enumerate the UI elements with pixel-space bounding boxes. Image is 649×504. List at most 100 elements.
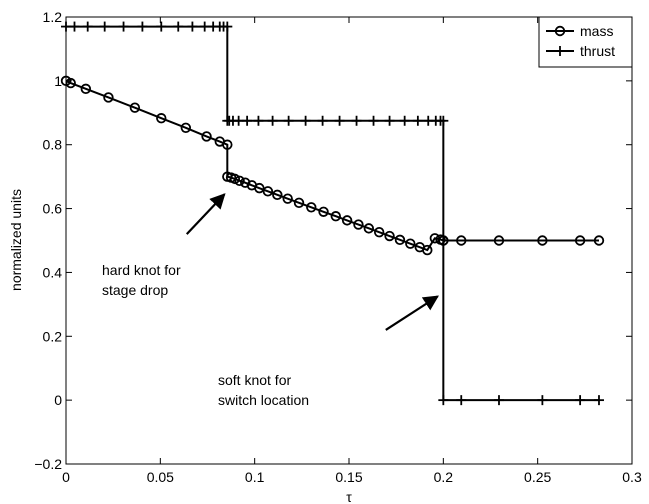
mass-point xyxy=(240,177,251,188)
legend-label-thrust: thrust xyxy=(580,43,615,59)
mass-point xyxy=(129,102,141,113)
series-layer xyxy=(60,21,605,406)
thrust-point xyxy=(233,115,244,126)
thrust-point xyxy=(222,21,233,32)
thrust-point xyxy=(137,21,148,32)
mass-point xyxy=(373,226,385,238)
series-mass xyxy=(60,75,605,256)
thrust-point xyxy=(82,21,93,32)
thrust-point xyxy=(438,115,449,126)
thrust-point xyxy=(253,115,264,126)
mass-point xyxy=(293,197,305,209)
mass-point xyxy=(80,83,92,95)
y-tick-label: 0.6 xyxy=(43,201,63,217)
legend-box xyxy=(538,16,633,68)
thrust-point xyxy=(537,395,548,406)
thrust-point xyxy=(242,115,253,126)
thrust-point xyxy=(300,115,311,126)
thrust-point xyxy=(173,21,184,32)
y-tick-label: 0.2 xyxy=(43,328,63,344)
mass-point xyxy=(201,131,212,142)
thrust-point xyxy=(575,395,586,406)
y-tick-label: 1 xyxy=(54,73,62,89)
legend-label-mass: mass xyxy=(580,23,613,39)
thrust-point xyxy=(351,115,362,126)
x-tick-label: 0.05 xyxy=(147,469,174,485)
annotations-layer: hard knot for stage drop soft knot for swit… xyxy=(102,193,439,408)
mass-point xyxy=(272,189,283,201)
y-tick-label: 0.4 xyxy=(43,264,63,280)
y-axis-ticks: −0.2 0 0.2 0.4 0.6 0.8 1 1.2 xyxy=(34,9,632,472)
x-tick-label: 0.2 xyxy=(434,469,454,485)
mass-point xyxy=(456,235,467,246)
x-tick-label: 0.3 xyxy=(622,469,642,485)
thrust-point xyxy=(267,115,278,126)
thrust-point xyxy=(456,395,467,406)
mass-point xyxy=(306,202,317,213)
mass-point xyxy=(363,223,375,234)
annotation-0: hard knot for stage drop xyxy=(102,193,226,298)
x-axis-label: τ xyxy=(346,489,352,504)
thrust-point xyxy=(199,21,210,32)
mass-point xyxy=(384,230,395,242)
y-tick-label: −0.2 xyxy=(34,456,62,472)
annotation-arrow xyxy=(385,295,439,331)
mass-point xyxy=(405,238,416,249)
thrust-point xyxy=(368,115,379,126)
legend: mass thrust xyxy=(538,16,633,68)
mass-point xyxy=(318,206,329,217)
annotation-1: soft knot for switch location xyxy=(218,295,439,408)
thrust-point xyxy=(317,115,328,126)
mass-point xyxy=(103,92,114,103)
thrust-point xyxy=(593,395,604,406)
y-tick-label: 0 xyxy=(54,392,62,408)
mass-point xyxy=(254,182,265,194)
thrust-point xyxy=(334,115,345,126)
annotation-text: switch location xyxy=(218,392,309,408)
x-tick-label: 0 xyxy=(62,469,70,485)
x-tick-label: 0.25 xyxy=(524,469,551,485)
mass-point xyxy=(341,215,353,226)
thrust-point xyxy=(187,21,198,32)
annotation-text: stage drop xyxy=(102,282,168,298)
mass-point xyxy=(262,186,274,197)
thrust-point xyxy=(438,395,449,406)
thrust-point xyxy=(118,21,129,32)
mass-point xyxy=(574,235,586,246)
x-axis-ticks: 0 0.05 0.1 0.15 0.2 0.25 0.3 xyxy=(62,17,642,485)
series-thrust xyxy=(61,21,604,406)
mass-point xyxy=(180,122,192,133)
mass-point xyxy=(422,244,433,256)
mass-point xyxy=(282,193,293,204)
y-axis-label: normalized units xyxy=(8,189,24,291)
mass-point xyxy=(234,175,245,186)
mass-point xyxy=(156,113,167,124)
y-tick-label: 1.2 xyxy=(43,9,63,25)
thrust-point xyxy=(156,21,167,32)
mass-line xyxy=(65,79,599,252)
mass-point xyxy=(222,139,233,150)
annotation-arrow xyxy=(185,193,226,235)
mass-point xyxy=(593,235,605,246)
thrust-point xyxy=(412,115,423,126)
x-tick-label: 0.1 xyxy=(245,469,265,485)
mass-point xyxy=(493,235,505,246)
thrust-point xyxy=(61,21,71,32)
thrust-point xyxy=(493,395,504,406)
mass-point xyxy=(330,211,341,222)
annotation-text: hard knot for xyxy=(102,262,181,278)
thrust-point xyxy=(69,21,80,32)
legend-item-mass: mass xyxy=(546,23,613,39)
mass-point xyxy=(394,234,406,246)
thrust-point xyxy=(384,115,395,126)
thrust-point xyxy=(399,115,410,126)
annotation-text: soft knot for xyxy=(218,372,291,388)
mass-point xyxy=(537,235,548,246)
x-tick-label: 0.15 xyxy=(335,469,362,485)
thrust-point xyxy=(283,115,294,126)
thrust-point xyxy=(99,21,110,32)
mass-point xyxy=(353,219,364,230)
mass-point xyxy=(65,77,76,89)
y-tick-label: 0.8 xyxy=(43,137,63,153)
